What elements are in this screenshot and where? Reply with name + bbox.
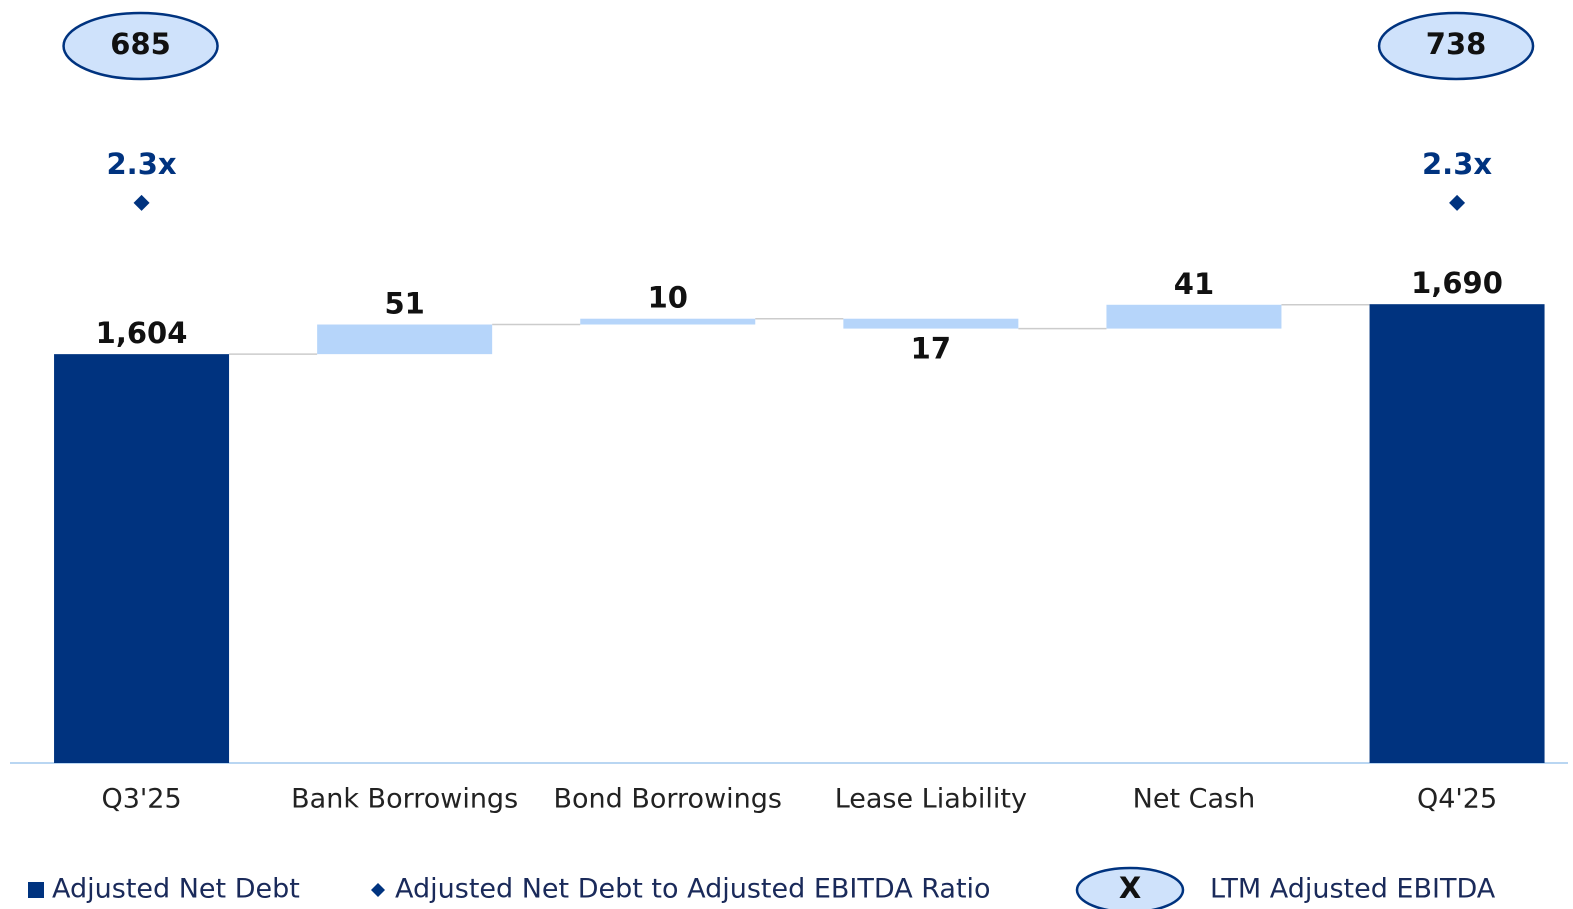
legend-symbol: X bbox=[1119, 871, 1141, 905]
value-label: 41 bbox=[1174, 267, 1214, 301]
x-tick-label: Lease Liability bbox=[835, 784, 1027, 815]
legend-label: LTM Adjusted EBITDA bbox=[1210, 874, 1496, 905]
value-label: 1,690 bbox=[1411, 266, 1503, 300]
ebitda-label: 738 bbox=[1426, 27, 1487, 61]
legend-swatch bbox=[371, 883, 385, 897]
ratio-label: 2.3x bbox=[107, 147, 177, 181]
x-tick-label: Q3'25 bbox=[101, 784, 181, 815]
ratio-marker bbox=[133, 194, 150, 211]
ebitda-label: 685 bbox=[110, 27, 171, 61]
legend-label: Adjusted Net Debt to Adjusted EBITDA Rat… bbox=[395, 874, 991, 905]
x-tick-label: Bond Borrowings bbox=[554, 784, 782, 815]
x-tick-label: Net Cash bbox=[1133, 784, 1256, 815]
bar bbox=[317, 324, 493, 355]
value-label: 1,604 bbox=[96, 316, 188, 350]
legend-swatch bbox=[1075, 866, 1185, 909]
value-label: 17 bbox=[911, 332, 951, 366]
bar bbox=[1106, 304, 1282, 329]
bar bbox=[843, 318, 1019, 329]
value-label: 10 bbox=[648, 281, 688, 315]
bar bbox=[580, 318, 756, 325]
ebitda-oval bbox=[62, 11, 219, 81]
legend-label: Adjusted Net Debt bbox=[52, 874, 300, 905]
value-label: 51 bbox=[384, 287, 424, 321]
x-tick-label: Bank Borrowings bbox=[291, 784, 518, 815]
ratio-label: 2.3x bbox=[1422, 147, 1492, 181]
ratio-marker bbox=[1449, 194, 1466, 211]
bar bbox=[1369, 304, 1545, 763]
bar bbox=[54, 354, 230, 763]
ebitda-oval bbox=[1377, 11, 1535, 81]
x-tick-label: Q4'25 bbox=[1417, 784, 1497, 815]
legend-swatch bbox=[28, 882, 44, 898]
